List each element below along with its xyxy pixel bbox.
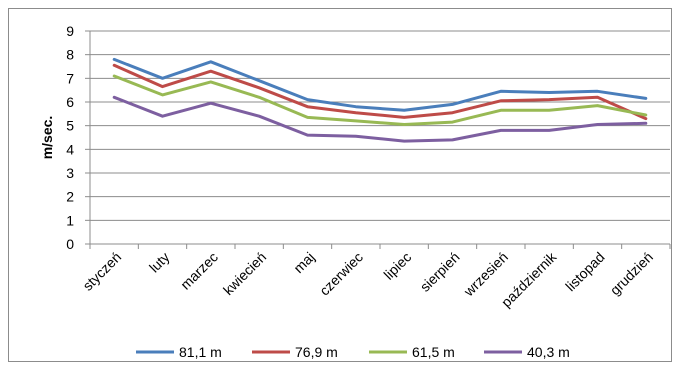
x-tick-label: czerwiec: [316, 249, 366, 299]
y-tick-label: 2: [66, 189, 74, 205]
y-tick-label: 9: [66, 23, 74, 39]
series-line-4: [112, 95, 648, 143]
x-tick-label: grudzień: [607, 249, 656, 298]
y-tick-label: 8: [66, 47, 74, 63]
y-tick-label: 7: [66, 70, 74, 86]
x-tick-label: listopad: [562, 249, 607, 294]
y-tick-label: 5: [66, 118, 74, 134]
x-tick-label: styczeń: [79, 249, 124, 294]
y-tick-label: 1: [66, 212, 74, 228]
y-tick-label: 3: [66, 165, 74, 181]
x-tick-label: kwiecień: [220, 249, 269, 298]
x-tick-label: marzec: [177, 249, 221, 293]
series-line-2: [112, 63, 648, 121]
x-tick-label: lipiec: [380, 249, 414, 283]
y-axis-label: m/sec.: [39, 116, 55, 160]
y-tick-label: 6: [66, 94, 74, 110]
x-tick-label: luty: [146, 249, 173, 276]
x-tick-label: sierpień: [417, 249, 463, 295]
legend-label-2: 76,9 m: [295, 344, 338, 360]
y-tick-label: 0: [66, 236, 74, 252]
legend-label-4: 40,3 m: [527, 344, 570, 360]
series-line-1: [112, 57, 648, 112]
y-tick-label: 4: [66, 141, 74, 157]
x-tick-label: maj: [290, 249, 317, 276]
series-line-3: [112, 74, 648, 126]
legend-label-3: 61,5 m: [412, 344, 455, 360]
legend-label-1: 81,1 m: [179, 344, 222, 360]
